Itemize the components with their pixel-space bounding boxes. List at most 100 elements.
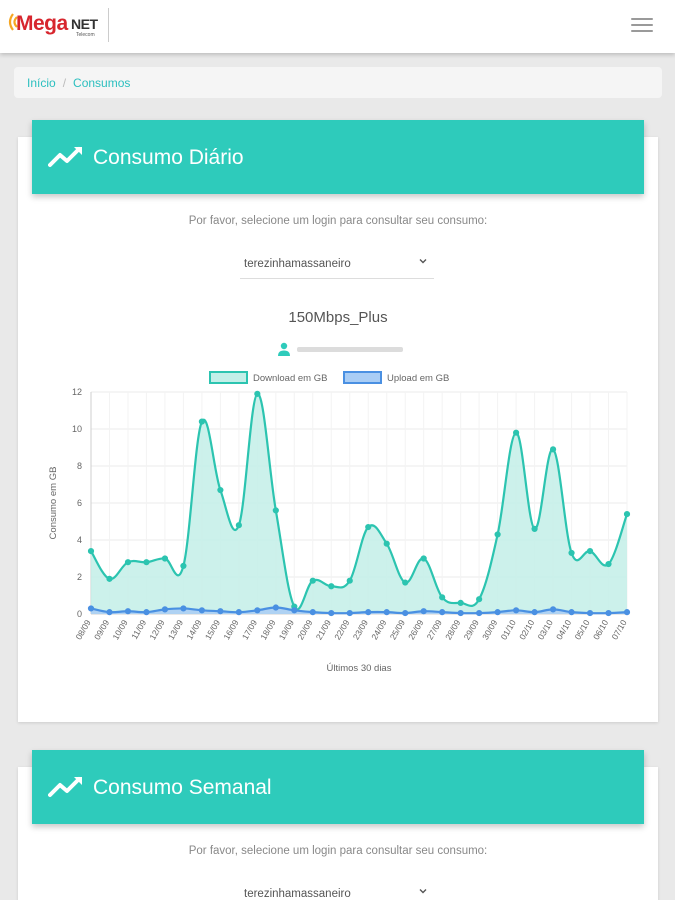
upload-data-point <box>272 604 279 611</box>
download-data-point <box>568 549 575 557</box>
y-tick-label: 4 <box>77 535 82 545</box>
upload-data-point <box>365 609 372 616</box>
download-data-point <box>549 446 557 453</box>
upload-data-point <box>605 609 612 617</box>
x-tick-label: 26/09 <box>406 618 425 642</box>
x-tick-label: 03/10 <box>536 618 555 642</box>
daily-card-title: Consumo Diário <box>93 146 244 169</box>
download-data-point <box>346 577 353 584</box>
x-tick-label: 01/10 <box>499 618 518 642</box>
y-tick-label: 2 <box>77 572 82 582</box>
download-data-point <box>513 429 520 436</box>
upload-data-point <box>106 609 113 616</box>
x-tick-label: 05/10 <box>572 618 591 642</box>
upload-data-point <box>476 609 483 617</box>
legend-label: Upload em GB <box>387 373 449 384</box>
weekly-login-prompt: Por favor, selecione um login para consu… <box>188 845 488 857</box>
daily-card-header: Consumo Diário <box>32 120 644 194</box>
x-tick-label: 19/09 <box>277 618 296 642</box>
y-tick-label: 12 <box>72 387 82 397</box>
download-data-point <box>254 390 261 397</box>
x-tick-label: 22/09 <box>332 618 351 642</box>
download-data-point <box>161 555 169 562</box>
top-navbar: Mega NET Telecom <box>0 0 675 53</box>
download-data-point <box>328 583 335 590</box>
upload-data-point <box>180 605 187 612</box>
x-tick-label: 04/10 <box>554 618 573 642</box>
download-series-line <box>90 392 629 611</box>
x-tick-label: 24/09 <box>369 618 388 642</box>
breadcrumb: Início / Consumos <box>14 67 662 98</box>
y-tick-label: 6 <box>77 498 82 508</box>
upload-data-point <box>198 607 205 614</box>
trend-line-icon <box>48 777 82 797</box>
download-data-point <box>365 523 372 531</box>
x-tick-label: 23/09 <box>351 618 370 642</box>
download-data-point <box>605 560 612 568</box>
upload-data-point <box>328 609 335 617</box>
upload-data-point <box>309 609 316 616</box>
upload-data-point <box>235 609 242 616</box>
download-data-point <box>198 418 205 425</box>
x-tick-label: 20/09 <box>295 618 314 642</box>
upload-data-point <box>513 607 520 614</box>
x-tick-label: 07/10 <box>609 618 628 642</box>
breadcrumb-home-link[interactable]: Início <box>27 76 56 90</box>
x-axis-title: Últimos 30 dias <box>327 663 392 674</box>
x-tick-label: 15/09 <box>203 618 222 642</box>
x-tick-label: 29/09 <box>462 618 481 642</box>
x-tick-label: 18/09 <box>258 618 277 642</box>
upload-data-point <box>623 609 631 616</box>
download-data-point <box>439 594 446 601</box>
upload-data-point <box>531 609 538 616</box>
x-tick-label: 13/09 <box>166 618 185 642</box>
weekly-card-title: Consumo Semanal <box>93 776 272 799</box>
x-tick-label: 11/09 <box>129 618 148 641</box>
hamburger-menu-icon[interactable] <box>631 18 653 34</box>
y-axis-title: Consumo em GB <box>48 467 59 540</box>
download-data-point <box>217 486 224 494</box>
upload-data-point <box>161 606 169 613</box>
y-tick-label: 0 <box>77 609 82 619</box>
logo-divider <box>108 8 109 42</box>
download-data-point <box>531 525 538 532</box>
download-data-point <box>272 507 279 514</box>
download-data-point <box>143 559 150 566</box>
x-tick-label: 27/09 <box>425 618 444 642</box>
download-data-point <box>402 579 409 586</box>
x-tick-label: 21/09 <box>314 618 333 642</box>
x-tick-label: 06/10 <box>591 618 610 642</box>
x-tick-label: 09/09 <box>92 618 111 642</box>
download-data-point <box>106 575 113 582</box>
upload-data-point <box>439 609 446 616</box>
download-data-point <box>457 599 464 606</box>
upload-data-point <box>383 609 390 616</box>
blurred-username <box>297 347 403 352</box>
legend-swatch <box>343 371 382 384</box>
weekly-card-header: Consumo Semanal <box>32 750 644 824</box>
upload-data-point <box>420 608 427 615</box>
meganet-logo[interactable]: Mega NET Telecom <box>4 8 109 44</box>
breadcrumb-current-link[interactable]: Consumos <box>73 76 131 90</box>
upload-data-point <box>291 607 298 614</box>
weekly-login-select[interactable]: terezinhamassaneiro <box>240 883 434 900</box>
download-data-point <box>124 559 132 566</box>
x-tick-label: 25/09 <box>388 618 407 642</box>
x-tick-label: 14/09 <box>184 618 203 642</box>
y-tick-label: 8 <box>77 461 82 471</box>
x-tick-label: 30/09 <box>480 618 499 642</box>
upload-data-point <box>494 609 501 616</box>
download-data-point <box>623 511 631 518</box>
x-tick-label: 02/10 <box>517 618 536 642</box>
logo-sub-text: Telecom <box>76 32 95 38</box>
breadcrumb-separator: / <box>62 76 67 90</box>
upload-data-point <box>346 609 353 617</box>
download-data-point <box>383 540 390 547</box>
upload-data-point <box>568 609 575 616</box>
daily-login-select[interactable]: terezinhamassaneiro <box>240 253 434 279</box>
download-data-point <box>476 596 483 603</box>
x-tick-label: 08/09 <box>73 618 92 642</box>
x-tick-label: 16/09 <box>221 618 240 642</box>
trend-line-icon <box>48 147 82 167</box>
